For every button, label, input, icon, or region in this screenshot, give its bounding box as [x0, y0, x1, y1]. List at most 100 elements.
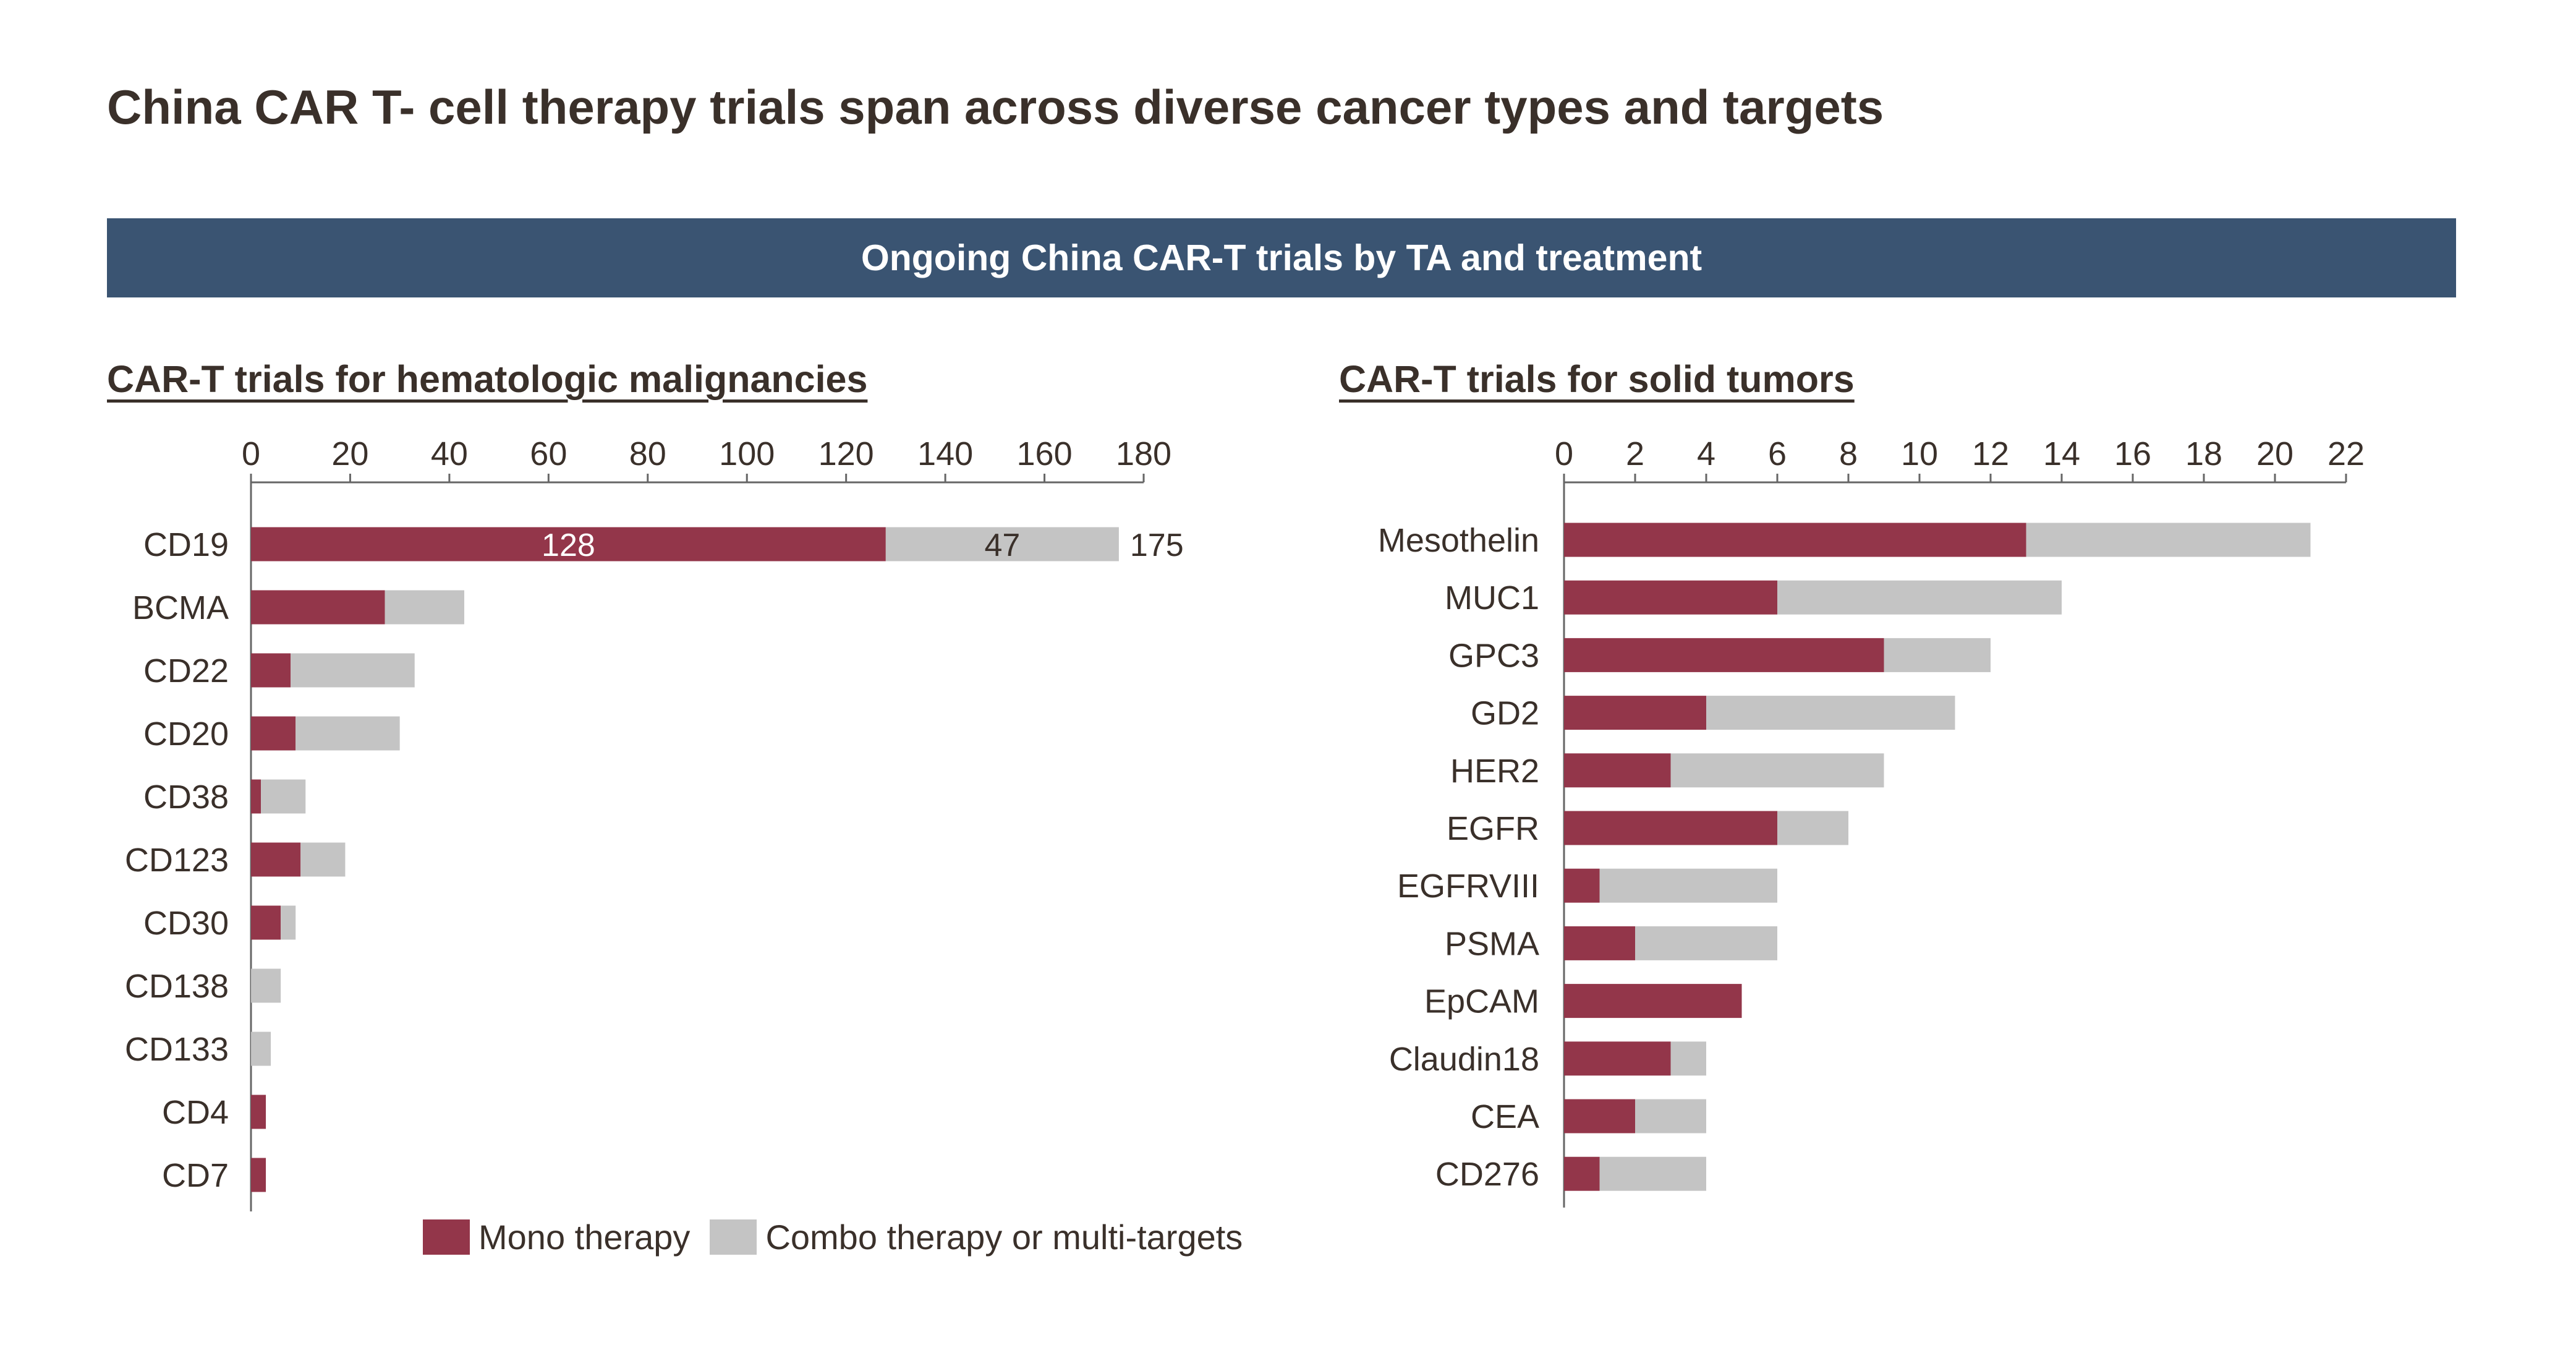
solid-category-label-egfr: EGFR — [1447, 810, 1539, 847]
heme-bar-combo-cd20 — [295, 716, 400, 751]
solid-bar-combo-egfrviii — [1599, 868, 1777, 903]
solid-tick-label: 8 — [1839, 435, 1858, 472]
solid-bar-combo-cd276 — [1599, 1156, 1706, 1191]
heme-bar-combo-cd38 — [261, 779, 306, 814]
legend-swatch-combo — [710, 1219, 757, 1255]
legend-label-mono: Mono therapy — [478, 1218, 691, 1257]
solid-category-label-gpc3: GPC3 — [1448, 637, 1539, 674]
heme-bar-mono-cd30 — [251, 905, 281, 940]
heme-category-label-cd22: CD22 — [143, 652, 229, 690]
solid-bar-mono-cd276 — [1564, 1156, 1600, 1191]
heme-bar-combo-bcma — [385, 590, 464, 625]
chart-legend: Mono therapy Combo therapy or multi-targ… — [423, 1217, 1262, 1257]
heme-bar-mono-cd19 — [251, 527, 886, 561]
heme-tick-label: 140 — [917, 435, 973, 472]
heme-bar-combo-cd19 — [885, 527, 1119, 561]
solid-tick-label: 16 — [2114, 435, 2151, 472]
solid-tick-label: 18 — [2185, 435, 2222, 472]
solid-tick-label: 20 — [2256, 435, 2293, 472]
heme-bar-mono-cd20 — [251, 716, 296, 751]
legend-item-combo: Combo therapy or multi-targets — [710, 1217, 1243, 1257]
solid-bar-mono-psma — [1564, 926, 1635, 960]
heme-data-label-combo-cd19: 47 — [984, 527, 1020, 563]
heme-category-label-cd38: CD38 — [143, 779, 229, 816]
solid-tick-label: 2 — [1626, 435, 1644, 472]
solid-bar-combo-cea — [1635, 1099, 1706, 1134]
heme-bar-combo-cd133 — [251, 1031, 271, 1066]
heme-category-label-bcma: BCMA — [132, 589, 229, 626]
solid-bar-mono-gd2 — [1564, 696, 1706, 730]
solid-tick-label: 0 — [1555, 435, 1573, 472]
heme-tick-label: 100 — [719, 435, 775, 472]
legend-item-mono: Mono therapy — [423, 1217, 690, 1257]
heme-tick-label: 0 — [242, 435, 260, 472]
solid-bar-combo-muc1 — [1777, 580, 2062, 615]
heme-tick-label: 120 — [818, 435, 874, 472]
heme-tick-label: 80 — [629, 435, 666, 472]
solid-category-label-gd2: GD2 — [1471, 695, 1539, 732]
solid-bar-mono-mesothelin — [1564, 523, 2026, 557]
solid-bar-combo-her2 — [1670, 753, 1884, 788]
banner-title: Ongoing China CAR-T trials by TA and tre… — [861, 237, 1702, 278]
solid-category-label-psma: PSMA — [1445, 925, 1539, 962]
solid-tick-label: 10 — [1901, 435, 1938, 472]
heme-category-label-cd123: CD123 — [125, 842, 229, 879]
solid-category-label-claudin18: Claudin18 — [1389, 1041, 1539, 1078]
solid-category-label-muc1: MUC1 — [1445, 579, 1539, 617]
solid-category-label-cd276: CD276 — [1435, 1156, 1539, 1193]
heme-bar-mono-cd123 — [251, 842, 301, 877]
solid-bar-mono-cea — [1564, 1099, 1635, 1134]
heme-tick-label: 180 — [1116, 435, 1171, 472]
heme-category-label-cd19: CD19 — [143, 526, 229, 563]
heme-bar-mono-cd38 — [251, 779, 261, 814]
section-banner: Ongoing China CAR-T trials by TA and tre… — [107, 218, 2456, 297]
legend-label-combo: Combo therapy or multi-targets — [765, 1218, 1243, 1257]
heme-category-label-cd138: CD138 — [125, 968, 229, 1005]
solid-tick-label: 22 — [2327, 435, 2365, 472]
solid-bar-mono-gpc3 — [1564, 638, 1884, 672]
solid-bar-combo-egfr — [1777, 811, 1848, 845]
solid-bar-combo-gpc3 — [1884, 638, 1991, 672]
heme-bar-mono-cd7 — [251, 1158, 266, 1192]
heme-bar-mono-cd22 — [251, 653, 291, 688]
solid-tick-label: 4 — [1697, 435, 1715, 472]
solid-tick-label: 6 — [1768, 435, 1787, 472]
solid-category-label-cea: CEA — [1471, 1098, 1539, 1135]
heme-bar-combo-cd138 — [251, 968, 281, 1003]
heme-category-label-cd7: CD7 — [162, 1157, 229, 1194]
page-title: China CAR T- cell therapy trials span ac… — [107, 80, 1884, 134]
solid-bar-mono-claudin18 — [1564, 1041, 1671, 1076]
heme-category-label-cd30: CD30 — [143, 905, 229, 942]
solid-bar-combo-claudin18 — [1670, 1041, 1706, 1076]
heme-bar-combo-cd123 — [300, 842, 346, 877]
heme-data-label-mono-cd19: 128 — [542, 527, 595, 563]
heme-bar-combo-cd22 — [291, 653, 415, 688]
heme-category-label-cd20: CD20 — [143, 715, 229, 753]
solid-tick-label: 12 — [1972, 435, 2009, 472]
solid-bar-combo-psma — [1635, 926, 1777, 960]
heme-tick-label: 20 — [331, 435, 368, 472]
solid-category-label-epcam: EpCAM — [1424, 983, 1539, 1020]
solid-bar-mono-muc1 — [1564, 580, 1777, 615]
heme-category-label-cd4: CD4 — [162, 1094, 229, 1131]
heme-tick-label: 40 — [431, 435, 468, 472]
solid-bar-mono-epcam — [1564, 984, 1742, 1018]
solid-bar-combo-gd2 — [1706, 696, 1955, 730]
solid-bar-mono-egfrviii — [1564, 868, 1600, 903]
legend-swatch-mono — [423, 1219, 470, 1255]
heme-bar-mono-bcma — [251, 590, 385, 625]
solid-bar-mono-egfr — [1564, 811, 1777, 845]
solid-category-label-egfrviii: EGFRVIII — [1397, 868, 1539, 905]
solid-tick-label: 14 — [2043, 435, 2080, 472]
heme-bar-combo-cd30 — [281, 905, 296, 940]
solid-bar-combo-mesothelin — [2026, 523, 2311, 557]
solid-tumor-chart-title: CAR-T trials for solid tumors — [1339, 358, 1855, 400]
hematologic-chart-title: CAR-T trials for hematologic malignancie… — [107, 358, 868, 400]
heme-data-label-total-cd19: 175 — [1130, 527, 1184, 563]
heme-category-label-cd133: CD133 — [125, 1031, 229, 1068]
heme-tick-label: 60 — [530, 435, 567, 472]
heme-bar-mono-cd4 — [251, 1095, 266, 1129]
heme-tick-label: 160 — [1017, 435, 1073, 472]
solid-category-label-mesothelin: Mesothelin — [1378, 522, 1539, 559]
